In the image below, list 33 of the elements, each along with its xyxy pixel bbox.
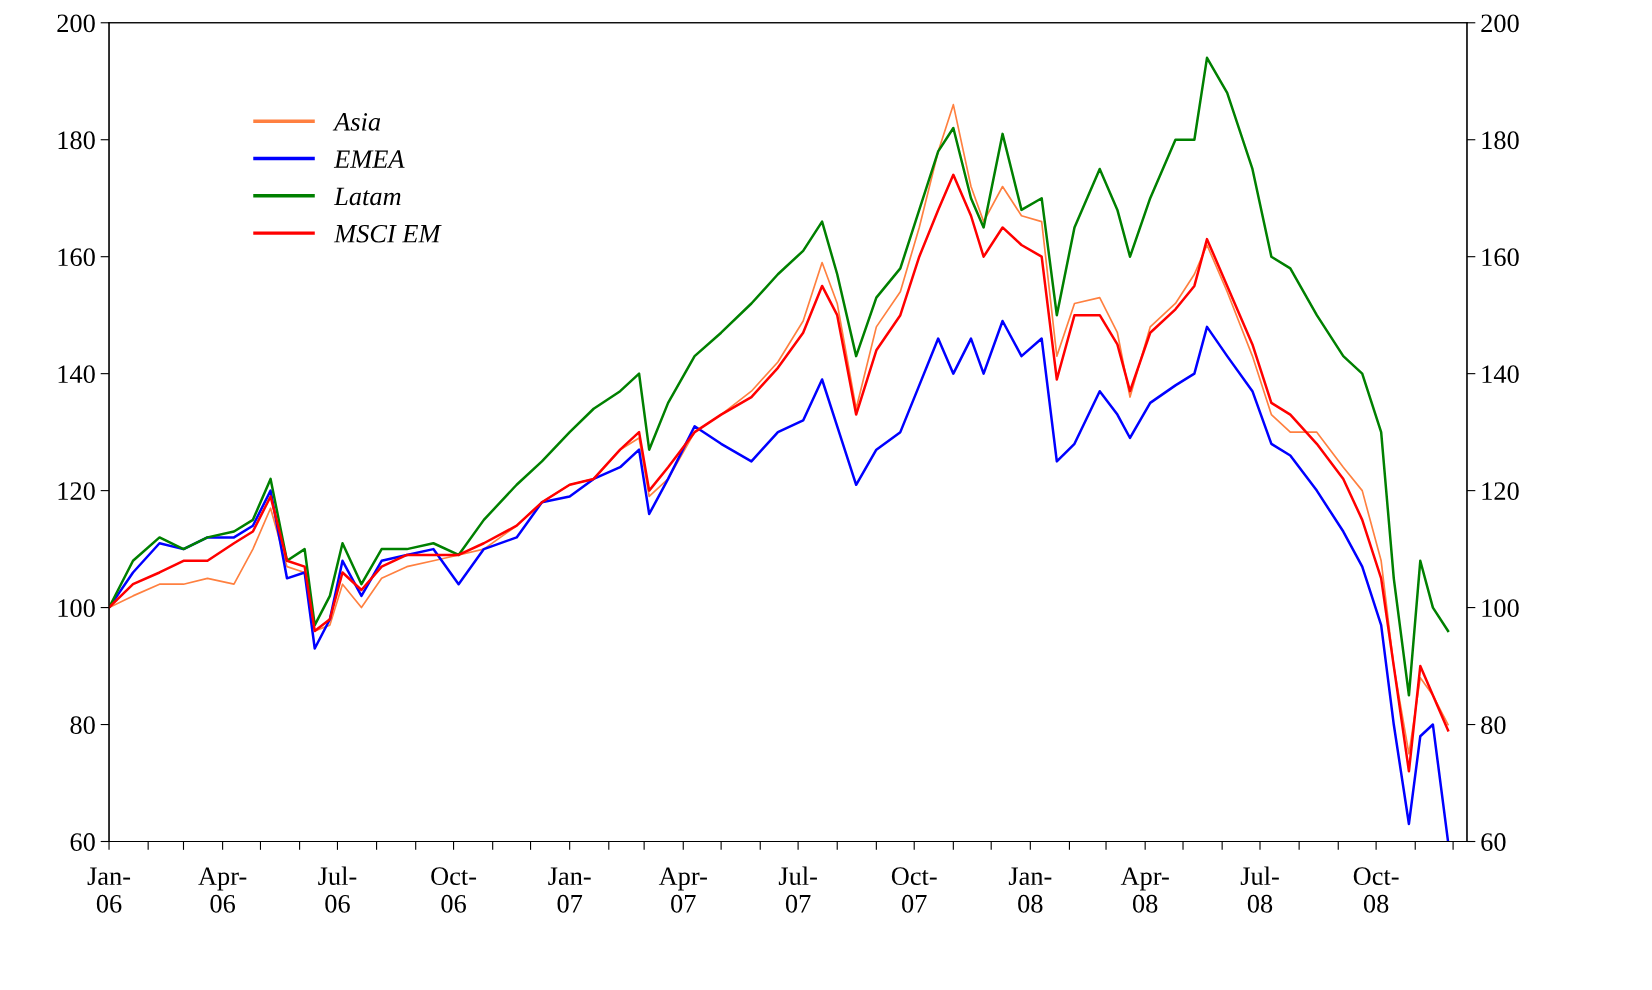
- x-tick-label: Oct- 07: [891, 867, 937, 913]
- y-tick-label: 60: [70, 833, 95, 851]
- y2-tick-label: 180: [1482, 131, 1519, 150]
- y-tick-label: 80: [70, 716, 95, 734]
- legend-label: MSCI EM: [333, 224, 442, 243]
- x-tick-label: Jul- 07: [778, 866, 817, 913]
- x-tick-label: Jan- 07: [548, 867, 591, 913]
- y-tick-label: 100: [58, 599, 95, 617]
- y-tick-label: 200: [57, 14, 95, 33]
- legend-label: Latam: [333, 187, 401, 206]
- y-tick-label: 160: [58, 248, 95, 267]
- x-tick-label: Apr- 07: [658, 867, 707, 913]
- x-tick-label: Oct- 06: [431, 867, 477, 913]
- x-tick-label: Apr- 06: [198, 867, 247, 913]
- x-tick-label: Jan- 08: [1008, 867, 1052, 913]
- y2-tick-label: 200: [1481, 14, 1519, 33]
- x-tick-label: Jul- 08: [1240, 866, 1279, 913]
- y2-tick-label: 160: [1482, 248, 1519, 267]
- line-series: [109, 56, 1450, 697]
- y-tick-label: 180: [58, 131, 95, 150]
- x-tick-label: Oct- 08: [1353, 867, 1399, 913]
- y2-tick-label: 140: [1482, 365, 1519, 384]
- x-tick-label: Apr- 08: [1120, 867, 1169, 913]
- y-tick-label: 140: [58, 365, 95, 384]
- y-tick-label: 120: [58, 482, 95, 501]
- y2-tick-label: 100: [1482, 599, 1519, 617]
- y2-tick-label: 80: [1481, 716, 1506, 734]
- y2-tick-label: 60: [1481, 833, 1506, 851]
- y2-tick-label: 120: [1482, 482, 1519, 501]
- x-tick-label: Jan- 06: [87, 867, 131, 913]
- x-tick-label: Jul- 06: [318, 866, 357, 913]
- legend-label: Asia: [332, 113, 381, 131]
- legend-label: EMEA: [333, 150, 405, 168]
